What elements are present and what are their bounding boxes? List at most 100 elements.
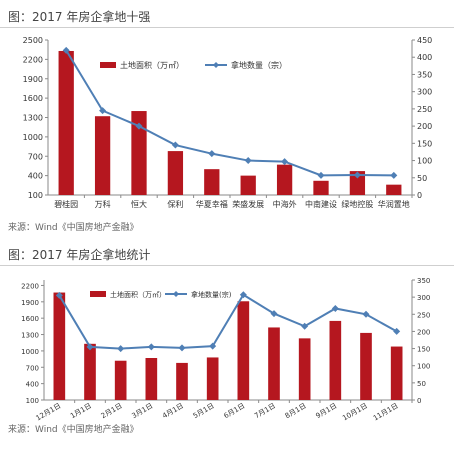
chart-2-bar	[53, 292, 66, 400]
chart-2-left-tick-label: 1600	[21, 315, 39, 323]
chart-1-left-tick-label: 400	[28, 172, 43, 181]
chart-1-bar	[349, 171, 366, 195]
chart-1-right-tick-label: 0	[417, 191, 422, 200]
chart-1-right-tick-label: 400	[417, 53, 432, 62]
chart-2-line-marker	[362, 310, 370, 318]
chart-2-right-tick-label: 100	[417, 363, 430, 371]
chart-2-legend-bar-swatch	[90, 291, 106, 297]
chart-1-bar	[131, 111, 147, 195]
chart-2-left-tick-label: 100	[26, 397, 39, 405]
chart-2-bar	[114, 360, 127, 400]
chart-1-bar	[167, 151, 184, 195]
chart-1-right-tick-label: 250	[417, 105, 432, 114]
chart-1-line-marker	[171, 141, 179, 149]
chart-1-line-marker	[353, 171, 361, 179]
chart-1-line-marker	[390, 171, 398, 179]
chart-1-line-marker	[281, 158, 289, 166]
chart-2-category-label: 10月1日	[341, 402, 369, 423]
chart-1-right-tick-label: 200	[417, 122, 432, 131]
chart-1-category-label: 万科	[95, 199, 111, 209]
chart-2-source: 来源：Wind《中国房地产金融》	[8, 425, 139, 435]
chart-2-right-tick-label: 350	[417, 277, 430, 285]
chart-2-title: 图：2017 年房企拿地统计	[8, 248, 151, 262]
chart-2-line-marker	[239, 291, 247, 299]
chart-2-category-label: 9月1日	[314, 402, 338, 420]
chart-1-category-label: 保利	[167, 199, 183, 209]
chart-1-right-tick-label: 350	[417, 70, 432, 79]
chart-1-category-label: 碧桂园	[54, 199, 78, 209]
chart-2-line-marker	[178, 344, 186, 352]
chart-2-plot: 100 400 700 1000 1300 1600 1900 2200 0 50 100 150 20…	[21, 277, 430, 423]
chart-1-bar	[276, 164, 293, 195]
chart-1-category-label: 荣盛发展	[232, 199, 264, 209]
chart-1-right-tick-label: 100	[417, 157, 432, 166]
chart-2-bar	[176, 362, 188, 400]
chart-2-category-label: 1月1日	[69, 402, 93, 420]
chart-2-right-tick-label: 150	[417, 346, 430, 354]
chart-1-bar	[313, 180, 329, 195]
chart-2-line-marker	[209, 342, 217, 350]
chart-2-legend-bar-label: 土地面积（万㎡）	[110, 290, 166, 299]
chart-1-left-tick-label: 1600	[23, 94, 43, 103]
chart-1-bar	[204, 169, 220, 195]
chart-2-category-label: 7月1日	[253, 402, 277, 420]
chart-1-category-label: 绿地控股	[341, 199, 373, 209]
chart-2-left-tick-label: 1900	[21, 299, 39, 307]
chart-2-bar	[206, 357, 219, 400]
chart-2-line-marker	[270, 310, 278, 318]
chart-2-left-tick-label: 1300	[21, 332, 39, 340]
chart-1-line-marker	[244, 157, 252, 165]
chart-2-right-tick-label: 250	[417, 311, 430, 319]
chart-1-left-tick-label: 1300	[23, 114, 43, 123]
chart-2-category-label: 8月1日	[284, 402, 308, 420]
chart-2-line-marker	[55, 291, 63, 299]
chart-2-left-tick-label: 1000	[21, 348, 39, 356]
chart-2-bar	[145, 358, 158, 400]
chart-2-right-tick-label: 50	[417, 380, 426, 388]
chart-1-left-tick-label: 100	[28, 191, 43, 200]
chart-2-right-tick-label: 200	[417, 328, 430, 336]
chart-1-left-tick-label: 2200	[23, 55, 43, 64]
chart-2-right-tick-label: 0	[417, 397, 421, 405]
chart-1-category-label: 中南建设	[305, 199, 337, 209]
chart-1-divider	[0, 27, 454, 28]
chart-1-legend-line-marker	[213, 62, 219, 68]
chart-1-title: 图：2017 年房企拿地十强	[8, 10, 151, 24]
chart-2-left-tick-label: 2200	[21, 282, 39, 290]
chart-2-legend-line-label: 拿地数量(宗)	[191, 290, 232, 299]
chart-2-left-tick-label: 400	[26, 381, 39, 389]
chart-1-bar	[240, 175, 256, 195]
chart-1-line-series	[65, 49, 394, 177]
chart-2-line-marker	[117, 345, 125, 353]
chart-1-right-tick-label: 50	[417, 174, 427, 183]
chart-2-bar	[237, 301, 250, 400]
chart-2-category-label: 6月1日	[222, 402, 246, 420]
chart-2-line-marker	[147, 343, 155, 351]
chart-2-bar	[84, 343, 96, 400]
chart-1-category-label: 恒大	[131, 199, 147, 209]
chart-1-legend-bar-label: 土地面积（万㎡）	[120, 60, 184, 70]
chart-1-source: 来源：Wind《中国房地产金融》	[8, 223, 139, 233]
chart-1-line-marker	[99, 107, 107, 115]
chart-2-bar	[298, 338, 311, 400]
chart-2-right-tick-label: 300	[417, 294, 430, 302]
chart-1-line-marker	[135, 122, 143, 130]
chart-1-left-tick-label: 2500	[23, 36, 43, 45]
chart-2-category-label: 11月1日	[372, 402, 400, 423]
chart-2-category-label: 4月1日	[161, 402, 185, 420]
chart-1-category-label: 华润置地	[378, 199, 410, 209]
chart-2-bar	[360, 332, 372, 400]
chart-1-category-label: 华夏幸福	[196, 199, 228, 209]
chart-2-line-marker	[301, 322, 309, 330]
chart-1-right-tick-label: 150	[417, 139, 432, 148]
chart-2-line-marker	[393, 327, 401, 335]
chart-1-plot: 100 400 700 1000 1300 1600 1900 2200 2500 0 50 100 1…	[23, 36, 433, 209]
chart-2-category-label: 3月1日	[130, 402, 154, 420]
chart-2-line-series	[58, 293, 398, 350]
chart-1-line-marker	[62, 46, 70, 54]
chart-1-bar	[386, 184, 402, 195]
chart-1-legend-line-label: 拿地数量（宗）	[231, 60, 287, 70]
chart-2-category-label: 2月1日	[100, 402, 124, 420]
chart-1-bar	[58, 50, 74, 196]
chart-2-bar	[268, 327, 280, 400]
